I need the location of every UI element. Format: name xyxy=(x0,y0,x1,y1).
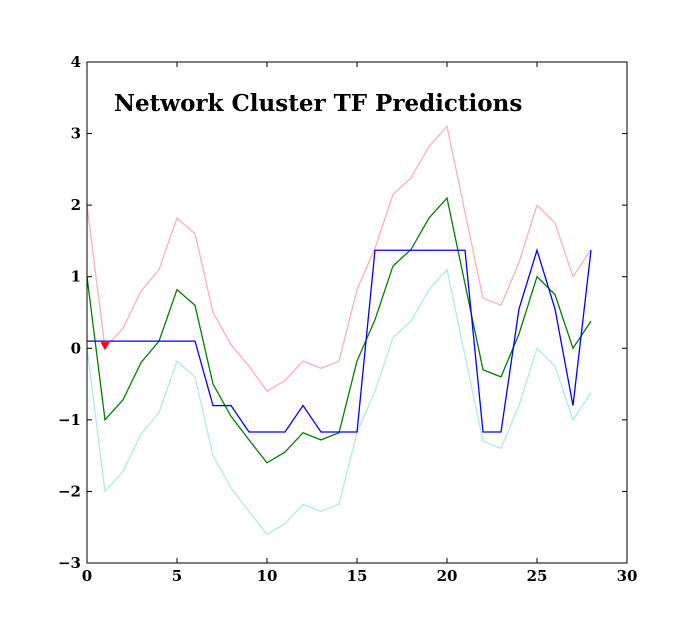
series-line-4 xyxy=(87,248,592,433)
series-line-2 xyxy=(86,268,592,536)
series-line-3 xyxy=(86,196,592,464)
series-layer xyxy=(86,125,592,536)
y-tick-label: −3 xyxy=(58,554,81,572)
plot-background xyxy=(87,62,627,563)
series-line-1 xyxy=(86,125,592,393)
y-tick-label: 1 xyxy=(71,268,81,286)
x-tick-label: 10 xyxy=(257,567,278,585)
y-tick-label: 0 xyxy=(71,339,81,357)
chart-title: Network Cluster TF Predictions xyxy=(114,90,522,117)
y-tick-label: 3 xyxy=(71,125,81,143)
x-tick-label: 20 xyxy=(437,567,458,585)
x-tick-label: 5 xyxy=(172,567,182,585)
y-tick-label: −2 xyxy=(58,482,81,500)
x-tick-label: 25 xyxy=(527,567,548,585)
x-tick-label: 15 xyxy=(347,567,368,585)
y-tick-label: 4 xyxy=(71,53,81,71)
marker-triangle-1 xyxy=(100,342,110,351)
y-tick-label: 2 xyxy=(71,196,81,214)
x-tick-label: 0 xyxy=(82,567,92,585)
marker-layer xyxy=(100,342,110,351)
x-tick-label: 30 xyxy=(617,567,638,585)
y-tick-label: −1 xyxy=(58,411,81,429)
tick-layer: 0 5 10 15 20 25 30 −3 −2 −1 0 1 2 3 4 xyxy=(58,53,637,585)
